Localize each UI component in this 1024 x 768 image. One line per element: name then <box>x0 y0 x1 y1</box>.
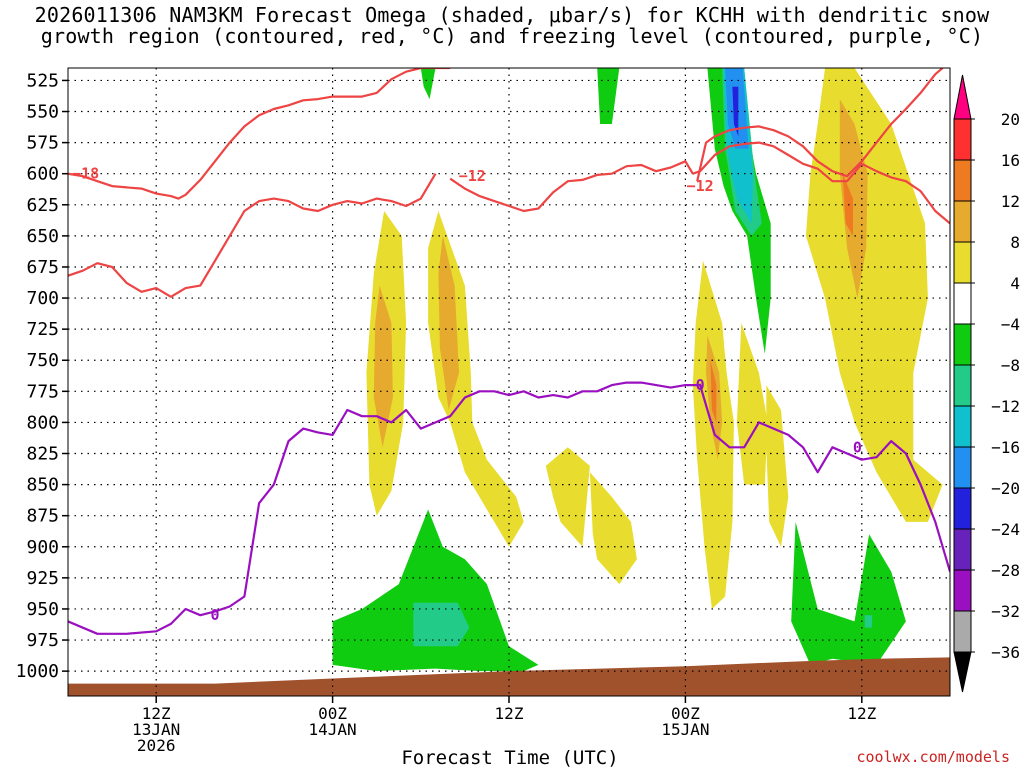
gridlines <box>68 68 950 696</box>
colorbar-label-3: 8 <box>1010 233 1020 252</box>
y-tick-label-600: 600 <box>26 164 59 185</box>
omega-region-1 <box>373 285 393 448</box>
y-tick-label-825: 825 <box>26 444 59 465</box>
dgz-contour-1 <box>68 173 437 298</box>
colorbar-box-11 <box>953 528 972 571</box>
contour-labels: −18 −12 −12 0 0 0 <box>72 165 862 624</box>
y-tick-label-950: 950 <box>26 599 59 620</box>
omega-region-22 <box>413 602 470 647</box>
colorbar-label-1: 16 <box>1001 151 1020 170</box>
freezing-label-c: 0 <box>853 438 862 456</box>
colorbar-box-5 <box>953 282 972 325</box>
colorbar-label-12: −32 <box>991 602 1020 621</box>
dgz-label-c: −12 <box>687 177 714 195</box>
omega-region-10 <box>766 385 789 547</box>
colorbar-label-9: −20 <box>991 479 1020 498</box>
omega-region-9 <box>736 322 768 485</box>
y-tick-label-550: 550 <box>26 102 59 123</box>
site-credit: coolwx.com/models <box>856 748 1010 766</box>
omega-region-20 <box>420 68 436 100</box>
chart-title-line-2: growth region (contoured, red, °C) and f… <box>40 24 984 48</box>
y-tick-label-725: 725 <box>26 319 59 340</box>
omega-region-8 <box>710 360 717 423</box>
colorbar-box-7 <box>953 364 972 407</box>
x-tick-label-6-2: 2026 <box>137 736 176 755</box>
colorbar-label-6: −8 <box>1001 356 1020 375</box>
colorbar-box-2 <box>953 159 972 202</box>
terrain-layer <box>68 657 950 696</box>
colorbar-label-10: −24 <box>991 520 1020 539</box>
x-tick-label-18-1: 14JAN <box>309 720 357 739</box>
colorbar-label-4: 4 <box>1010 274 1020 293</box>
terrain-fill <box>68 657 950 696</box>
colorbar-box-12 <box>953 569 972 612</box>
y-tick-label-750: 750 <box>26 350 59 371</box>
y-tick-label-675: 675 <box>26 257 59 278</box>
x-tick-label-42-1: 15JAN <box>661 720 709 739</box>
y-axis: 525 550 575 600 625 650 675 700 725 750 775 800 825 8… <box>16 70 68 682</box>
x-tick-label-18-0: 00Z <box>318 704 347 723</box>
x-tick-label-54-0: 12Z <box>847 704 876 723</box>
omega-region-12 <box>839 99 868 299</box>
colorbar-box-8 <box>953 405 972 448</box>
omega-region-24 <box>864 615 873 628</box>
omega-region-3 <box>438 235 459 410</box>
y-tick-label-650: 650 <box>26 226 59 247</box>
colorbar-bottom-arrow <box>953 651 972 693</box>
omega-region-21 <box>332 509 539 672</box>
y-tick-label-975: 975 <box>26 630 59 651</box>
colorbar-box-1 <box>953 118 972 161</box>
x-axis-title: Forecast Time (UTC) <box>401 747 618 768</box>
dgz-contour-0 <box>68 68 451 200</box>
colorbar-label-0: 20 <box>1001 110 1020 129</box>
omega-region-4 <box>545 447 590 547</box>
chart-title-line-1: 2026011306 NAM3KM Forecast Omega (shaded… <box>34 3 990 27</box>
colorbar-label-2: 12 <box>1001 192 1020 211</box>
y-tick-label-850: 850 <box>26 475 59 496</box>
y-tick-label-525: 525 <box>26 70 59 91</box>
colorbar-box-3 <box>953 200 972 243</box>
y-tick-label-875: 875 <box>26 506 59 527</box>
y-tick-label-925: 925 <box>26 568 59 589</box>
y-tick-label-800: 800 <box>26 412 59 433</box>
colorbar-box-4 <box>953 241 972 284</box>
colorbar-label-11: −28 <box>991 561 1020 580</box>
freezing-label-b: 0 <box>696 376 705 394</box>
colorbar-legend: 20 16 12 8 4 −4 −8 −12 −16 −20 −24 −28 −32 −36 <box>953 74 1020 693</box>
colorbar-top-arrow <box>953 74 972 120</box>
y-tick-label-900: 900 <box>26 537 59 558</box>
dgz-contour-4 <box>696 68 944 182</box>
omega-region-23 <box>791 521 906 665</box>
x-tick-label-6-0: 12Z <box>142 704 171 723</box>
dgz-label-a: −18 <box>72 165 99 183</box>
omega-region-18 <box>732 86 739 137</box>
x-tick-label-30-0: 12Z <box>495 704 524 723</box>
contour-layer <box>68 68 950 635</box>
colorbar-label-5: −4 <box>1001 315 1020 334</box>
freezing-label-a: 0 <box>210 606 219 624</box>
x-tick-label-6-1: 13JAN <box>132 720 180 739</box>
dgz-contour-3 <box>692 141 950 225</box>
colorbar-box-9 <box>953 446 972 489</box>
colorbar-label-8: −16 <box>991 438 1020 457</box>
colorbar-box-6 <box>953 323 972 366</box>
y-tick-label-625: 625 <box>26 195 59 216</box>
omega-region-19 <box>597 68 620 124</box>
colorbar-label-13: −36 <box>991 643 1020 662</box>
colorbar-label-7: −12 <box>991 397 1020 416</box>
dgz-contour-2 <box>449 160 694 213</box>
omega-region-5 <box>589 472 637 585</box>
y-tick-label-775: 775 <box>26 381 59 402</box>
dgz-label-b: −12 <box>459 167 486 185</box>
omega-region-13 <box>842 173 853 236</box>
y-tick-label-1000: 1000 <box>16 661 59 682</box>
freezing-level-contour <box>68 381 950 635</box>
colorbar-box-13 <box>953 610 972 653</box>
colorbar-box-10 <box>953 487 972 530</box>
x-tick-label-42-0: 00Z <box>671 704 700 723</box>
y-tick-label-575: 575 <box>26 133 59 154</box>
y-tick-label-700: 700 <box>26 288 59 309</box>
